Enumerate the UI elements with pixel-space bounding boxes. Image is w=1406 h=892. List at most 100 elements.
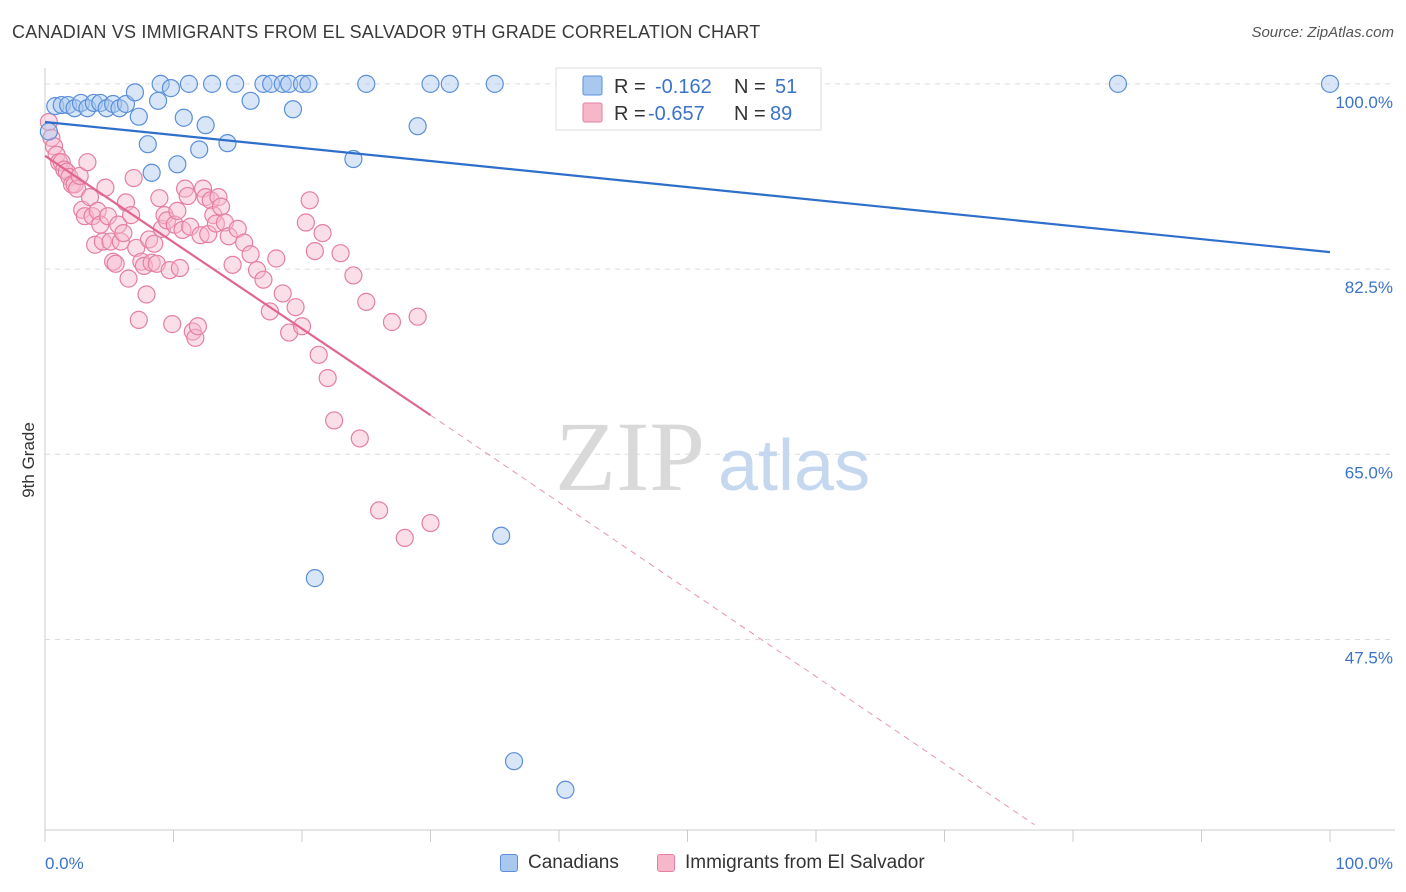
immigrants-point [211, 197, 231, 216]
canadians-point [39, 122, 58, 141]
y-tick-label: 47.5% [1345, 649, 1393, 668]
canadians-point [241, 91, 260, 110]
y-tick-label: 82.5% [1345, 278, 1393, 297]
canadians-point [46, 96, 65, 116]
immigrants-point [168, 201, 187, 220]
immigrants-point [309, 345, 328, 364]
immigrants-point [145, 234, 164, 253]
canadians-point [168, 155, 187, 174]
canadians-point [125, 83, 145, 102]
canadians-point [440, 74, 459, 93]
immigrants-point [300, 191, 319, 210]
immigrants-point [80, 188, 100, 207]
immigrants-point [267, 249, 286, 268]
canadians-point [280, 74, 299, 93]
immigrants-point [93, 232, 112, 251]
tick-labels: 47.5% 65.0% 82.5% 100.0% 0.0% 100.0% [45, 93, 1393, 873]
axes [44, 68, 1395, 842]
immigrants-point [331, 244, 350, 263]
immigrants-point [114, 224, 133, 243]
immigrants-point [395, 528, 414, 548]
immigrants-point [186, 328, 205, 347]
canadians-point [273, 74, 292, 93]
stats-n-label-pink: N = [734, 103, 766, 125]
stats-r-label-blue: R = [614, 76, 646, 98]
canadians-point [161, 79, 181, 98]
canadians-point [196, 116, 215, 135]
x-tick-label: 0.0% [45, 854, 84, 873]
canadians-point [485, 74, 504, 93]
canadians-point [202, 74, 222, 93]
immigrants-point [344, 266, 363, 285]
immigrants-point [119, 269, 138, 288]
canadians-point [151, 74, 170, 93]
immigrants-point [104, 252, 123, 271]
x-tick-label: 100.0% [1335, 854, 1393, 873]
watermark: ZIP atlas [555, 401, 870, 512]
immigrants-point [296, 213, 315, 232]
immigrants-point [163, 315, 182, 334]
canadians-trend-line [44, 120, 1331, 254]
immigrants-point [196, 188, 215, 207]
immigrants-point [188, 317, 208, 336]
canadians-point [1320, 74, 1340, 93]
immigrants-point [127, 238, 146, 258]
canadians-point [179, 74, 199, 93]
canadians-point [190, 140, 209, 159]
immigrants-trend-extension [430, 414, 1035, 826]
immigrants-point [260, 302, 279, 321]
immigrants-point [241, 245, 260, 264]
stats-legend: R = -0.162 N = 51 R = -0.657 N = 89 [555, 67, 822, 131]
canadians-point [226, 74, 245, 93]
canadians-point [254, 74, 273, 93]
chart-title: CANADIAN VS IMMIGRANTS FROM EL SALVADOR … [12, 22, 761, 42]
immigrants-point [106, 254, 125, 273]
canadians-points [39, 74, 1340, 799]
immigrants-point [150, 189, 169, 208]
immigrants-point [129, 310, 148, 329]
immigrants-point [178, 186, 197, 206]
immigrants-point [223, 255, 242, 274]
immigrants-point [408, 307, 427, 326]
stats-r-value-blue: -0.162 [655, 76, 712, 98]
canadians-point [283, 100, 303, 119]
legend-immigrants[interactable]: Immigrants from El Salvador [657, 852, 925, 874]
immigrants-point [350, 429, 369, 448]
canadians-point [138, 135, 157, 154]
legend-canadians[interactable]: Canadians [500, 852, 619, 874]
immigrants-point [247, 261, 267, 280]
stats-n-label-blue: N = [734, 76, 766, 98]
canadians-point [556, 780, 575, 799]
immigrants-point [254, 270, 273, 289]
canadians-point [148, 91, 168, 110]
immigrants-point [88, 201, 107, 220]
immigrants-point [305, 241, 324, 261]
canadians-point [292, 74, 312, 93]
immigrants-point [286, 298, 305, 317]
immigrants-point [70, 166, 89, 186]
legend-swatch-canadians [500, 854, 518, 872]
stats-r-label-pink: R = [614, 103, 646, 125]
immigrants-point [191, 226, 210, 245]
canadians-point [492, 526, 511, 545]
stats-r-value-pink: -0.657 [648, 103, 705, 125]
immigrants-point [235, 233, 254, 252]
immigrants-point [78, 153, 97, 172]
canadians-point [299, 74, 318, 93]
immigrants-point [101, 232, 120, 251]
watermark-zip: ZIP [555, 401, 705, 512]
immigrants-point [170, 258, 190, 278]
immigrants-point [318, 368, 337, 388]
immigrants-point [175, 179, 195, 198]
canadians-point [218, 134, 237, 153]
legend-label-immigrants: Immigrants from El Salvador [685, 852, 925, 873]
immigrants-points [39, 112, 440, 548]
canadians-point [504, 752, 524, 771]
legend-swatch-immigrants [657, 854, 675, 872]
immigrants-point [357, 292, 376, 311]
watermark-atlas: atlas [718, 426, 870, 506]
stats-n-value-blue: 51 [775, 76, 797, 98]
canadians-point [174, 108, 193, 127]
canadians-point [357, 74, 376, 93]
immigrants-point [421, 513, 440, 533]
